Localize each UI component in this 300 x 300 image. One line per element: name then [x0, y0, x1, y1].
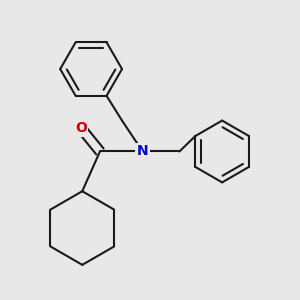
Text: O: O: [75, 121, 87, 135]
Text: N: N: [137, 145, 148, 158]
